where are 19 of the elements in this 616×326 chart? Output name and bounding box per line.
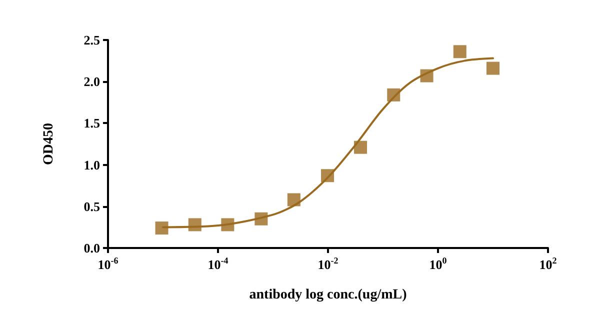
point [321,169,334,182]
y-tick-label: 1.5 [84,116,100,131]
point [420,69,434,82]
point [486,62,500,75]
y-tick-label: 0.0 [84,240,100,256]
point [287,193,300,206]
y-tick-label: 1.0 [84,157,100,172]
y-tick-label: 2.0 [84,74,100,90]
x-axis-title: antibody log conc.(ug/mL) [249,288,408,302]
point [387,88,400,102]
y-tick-label: 2.5 [84,32,100,48]
point [155,222,168,235]
point [188,218,202,232]
y-tick-label: 0.5 [84,198,100,214]
point [354,140,368,154]
point [453,45,466,58]
point [254,212,268,226]
point [221,218,234,232]
y-axis-title: OD450 [42,123,56,165]
